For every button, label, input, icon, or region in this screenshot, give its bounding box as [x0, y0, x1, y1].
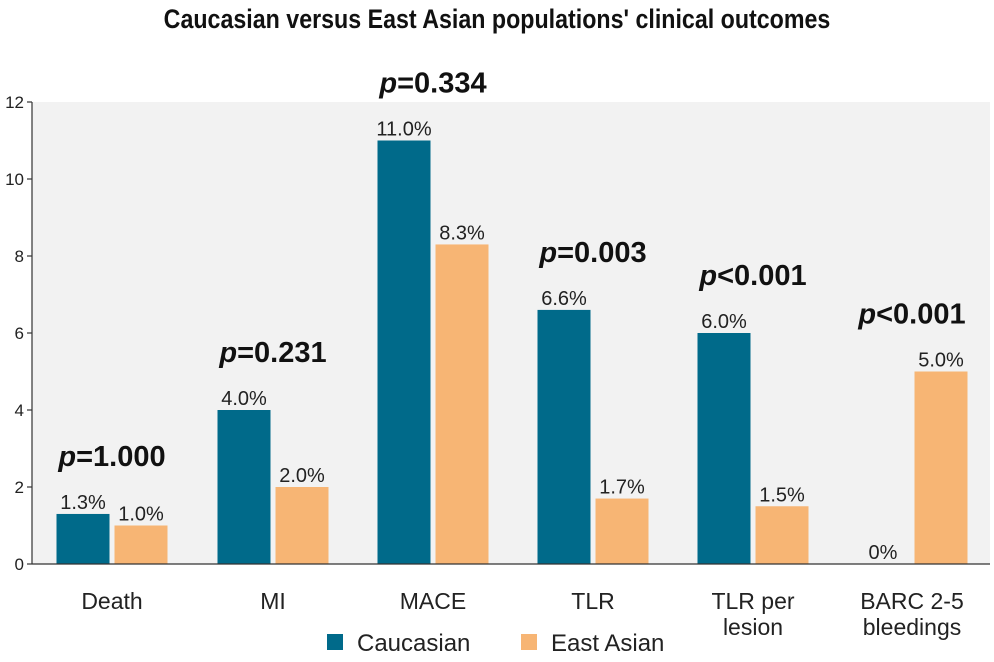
data-label: 6.0%	[701, 311, 747, 333]
p-value-label: p=1.000	[57, 441, 165, 473]
data-label: 5.0%	[918, 350, 964, 372]
data-label: 1.3%	[60, 492, 106, 514]
y-tick-label: 12	[5, 93, 24, 112]
y-axis: 0 2 4 6 8 10 12	[5, 93, 990, 574]
data-label: 1.0%	[118, 504, 164, 526]
bar	[595, 498, 649, 564]
plot-area	[32, 102, 990, 564]
bars-group	[56, 140, 968, 564]
bar	[914, 371, 968, 564]
chart-title: Caucasian versus East Asian populations'…	[163, 4, 831, 34]
bar	[697, 333, 751, 564]
y-tick-label: 2	[15, 478, 24, 497]
y-tick-label: 10	[5, 170, 24, 189]
y-tick-label: 4	[15, 401, 24, 420]
data-label: 11.0%	[376, 119, 431, 141]
p-value-label: p=0.231	[218, 337, 326, 369]
bar	[537, 309, 591, 564]
data-label: 2.0%	[279, 465, 325, 487]
p-value-label: p=0.334	[378, 68, 486, 100]
x-category-label: Death	[81, 588, 142, 614]
legend-label: East Asian	[551, 630, 664, 657]
legend: Caucasian East Asian	[327, 630, 664, 657]
data-label: 4.0%	[221, 388, 267, 410]
x-category-label: MACE	[400, 588, 466, 614]
labels-group: 1.3% 1.0% p=1.000 Death 4.0% 2.0% p=0.231 MI 11.…	[57, 68, 965, 641]
p-value-label: p<0.001	[698, 260, 806, 292]
legend-swatch	[327, 634, 343, 650]
data-label: 1.7%	[599, 477, 645, 499]
p-value-label: p=0.003	[538, 237, 646, 269]
bar	[755, 506, 809, 564]
data-label: 6.6%	[541, 288, 587, 310]
y-tick-label: 8	[15, 247, 24, 266]
y-tick-label: 0	[15, 555, 24, 574]
bar	[217, 410, 271, 564]
bar	[435, 244, 489, 564]
bar	[114, 525, 168, 564]
data-label: 1.5%	[759, 484, 805, 506]
data-label: 8.3%	[439, 222, 485, 244]
x-category-label: TLR per lesion	[711, 588, 794, 640]
y-tick-label: 6	[15, 324, 24, 343]
bar	[275, 487, 329, 564]
p-value-label: p<0.001	[857, 299, 965, 331]
data-label: 0%	[869, 542, 898, 564]
legend-swatch	[521, 634, 537, 650]
x-category-label: TLR	[571, 588, 614, 614]
x-category-label: MI	[260, 588, 286, 614]
bar	[56, 513, 110, 564]
bar	[377, 140, 431, 564]
x-category-label: BARC 2-5 bleedings	[860, 588, 964, 640]
legend-label: Caucasian	[357, 630, 470, 657]
